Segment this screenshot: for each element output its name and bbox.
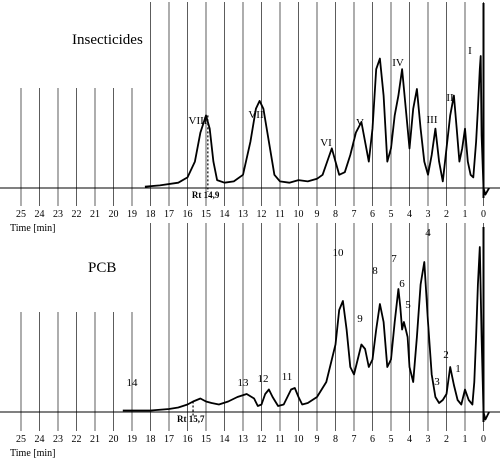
insecticides-tick-label: 17 <box>164 209 174 220</box>
pcb-peak-label: 8 <box>372 265 378 277</box>
insecticides-tick-label: 18 <box>146 209 156 220</box>
pcb-peak-label: 6 <box>399 278 405 290</box>
insecticides-peak-label: V <box>356 117 364 129</box>
insecticides-tick-label: 14 <box>220 209 230 220</box>
insecticides-tick-label: 4 <box>407 209 412 220</box>
insecticides-tick-label: 0 <box>481 209 486 220</box>
pcb-peak-label: 11 <box>282 371 293 383</box>
insecticides-trace <box>144 55 490 196</box>
insecticides-peak-label: VI <box>320 137 332 149</box>
insecticides-tick-label: 3 <box>426 209 431 220</box>
insecticides-rt-label: Rt 14,9 <box>192 190 220 200</box>
pcb-tick-label: 22 <box>72 434 82 445</box>
pcb-tick-label: 20 <box>109 434 119 445</box>
insecticides-peak-label: VII <box>248 109 264 121</box>
insecticides-tick-label: 22 <box>72 209 82 220</box>
pcb-tick-label: 12 <box>257 434 267 445</box>
insecticides-peak-label: IV <box>392 57 404 69</box>
pcb-tick-label: 8 <box>333 434 338 445</box>
insecticides-peak-label: VIII <box>189 115 208 127</box>
insecticides-title: Insecticides <box>72 32 143 48</box>
pcb-tick-label: 14 <box>220 434 230 445</box>
insecticides-xaxis-title: Time [min] <box>10 223 55 234</box>
pcb-peak-label: 7 <box>391 253 397 265</box>
insecticides-tick-label: 1 <box>463 209 468 220</box>
pcb-tick-label: 24 <box>35 434 45 445</box>
pcb-tick-label: 18 <box>146 434 156 445</box>
pcb-peak-label: 4 <box>425 227 431 239</box>
pcb-tick-label: 3 <box>426 434 431 445</box>
insecticides-peak-label: II <box>446 92 454 104</box>
pcb-trace <box>122 246 490 421</box>
pcb-tick-label: 1 <box>463 434 468 445</box>
pcb-peak-label: 12 <box>258 373 269 385</box>
pcb-peak-label: 14 <box>127 377 139 389</box>
pcb-tick-label: 25 <box>16 434 26 445</box>
insecticides-tick-label: 15 <box>201 209 211 220</box>
pcb-peak-label: 10 <box>333 247 345 259</box>
pcb-tick-label: 21 <box>90 434 100 445</box>
pcb-xaxis-title: Time [min] <box>10 448 55 459</box>
insecticides-tick-label: 7 <box>352 209 357 220</box>
pcb-tick-label: 19 <box>127 434 137 445</box>
pcb-peak-label: 3 <box>434 376 440 388</box>
insecticides-tick-label: 19 <box>127 209 137 220</box>
insecticides-tick-label: 8 <box>333 209 338 220</box>
insecticides-tick-label: 13 <box>238 209 248 220</box>
insecticides-peak-label: III <box>427 114 438 126</box>
pcb-tick-label: 15 <box>201 434 211 445</box>
insecticides-tick-label: 10 <box>294 209 304 220</box>
insecticides-tick-label: 12 <box>257 209 267 220</box>
insecticides-tick-label: 25 <box>16 209 26 220</box>
pcb-peak-label: 1 <box>455 363 461 375</box>
pcb-peak-label: 5 <box>405 299 411 311</box>
insecticides-tick-label: 23 <box>53 209 63 220</box>
insecticides-tick-label: 21 <box>90 209 100 220</box>
insecticides-tick-label: 24 <box>35 209 45 220</box>
pcb-tick-label: 13 <box>238 434 248 445</box>
insecticides-tick-label: 6 <box>370 209 375 220</box>
pcb-tick-label: 10 <box>294 434 304 445</box>
insecticides-tick-label: 9 <box>315 209 320 220</box>
pcb-peak-label: 2 <box>443 349 449 361</box>
pcb-tick-label: 5 <box>389 434 394 445</box>
pcb-tick-label: 16 <box>183 434 193 445</box>
pcb-peak-label: 9 <box>357 313 363 325</box>
pcb-tick-label: 23 <box>53 434 63 445</box>
pcb-tick-label: 0 <box>481 434 486 445</box>
pcb-tick-label: 4 <box>407 434 412 445</box>
pcb-tick-label: 2 <box>444 434 449 445</box>
pcb-tick-label: 6 <box>370 434 375 445</box>
insecticides-tick-label: 2 <box>444 209 449 220</box>
insecticides-tick-label: 5 <box>389 209 394 220</box>
pcb-rt-label: Rt 15,7 <box>177 414 205 424</box>
pcb-tick-label: 17 <box>164 434 174 445</box>
pcb-peak-label: 13 <box>238 377 250 389</box>
pcb-tick-label: 7 <box>352 434 357 445</box>
insecticides-tick-label: 16 <box>183 209 193 220</box>
pcb-tick-label: 9 <box>315 434 320 445</box>
insecticides-peak-label: I <box>468 45 472 57</box>
pcb-tick-label: 11 <box>275 434 285 445</box>
insecticides-tick-label: 20 <box>109 209 119 220</box>
insecticides-tick-label: 11 <box>275 209 285 220</box>
pcb-title: PCB <box>88 260 116 276</box>
